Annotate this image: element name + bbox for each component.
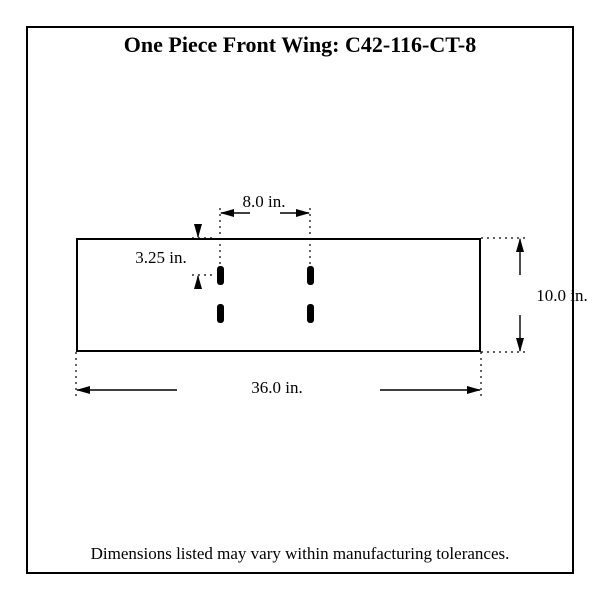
diagram-canvas: One Piece Front Wing: C42-116-CT-8 36.0 … — [0, 0, 600, 600]
dim-offset-label: 3.25 in. — [128, 248, 194, 268]
mounting-slot — [217, 266, 224, 285]
mounting-slot — [307, 266, 314, 285]
footnote: Dimensions listed may vary within manufa… — [26, 544, 574, 564]
dim-slot-spacing-label: 8.0 in. — [232, 192, 296, 212]
dim-height-label: 10.0 in. — [530, 286, 594, 306]
dim-width-label: 36.0 in. — [232, 378, 322, 398]
page-title: One Piece Front Wing: C42-116-CT-8 — [26, 32, 574, 58]
mounting-slot — [217, 304, 224, 323]
mounting-slot — [307, 304, 314, 323]
